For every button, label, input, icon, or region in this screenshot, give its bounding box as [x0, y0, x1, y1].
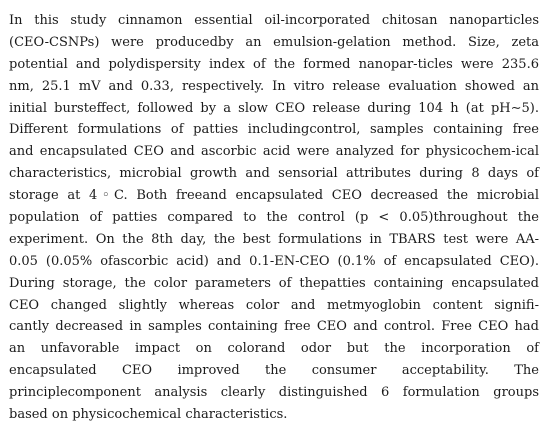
- text-line: an unfavorable impact on colorand odor b…: [9, 341, 539, 357]
- text-line: storage at 4◦C. Both freeand encapsulate…: [9, 188, 539, 204]
- text-line: characteristics, microbial growth and se…: [9, 166, 539, 182]
- text-line: encapsulated CEO improved the consumer a…: [9, 363, 539, 379]
- text-line: initial bursteffect, followed by a slow …: [9, 100, 539, 116]
- text-line: Different formulations of patties includ…: [9, 122, 539, 138]
- text-line: During storage, the color parameters of …: [9, 275, 539, 291]
- abstract-paragraph: In this study cinnamon essential oil-inc…: [9, 10, 539, 426]
- text-line: based on physicochemical characteristics…: [9, 407, 288, 423]
- text-line: (CEO-CSNPs) were producedby an emulsion-…: [9, 34, 539, 50]
- text-line: population of patties compared to the co…: [9, 210, 539, 226]
- text-line: In this study cinnamon essential oil-inc…: [9, 13, 539, 28]
- text-line: experiment. On the 8th day, the best for…: [9, 231, 539, 247]
- text-line: nm, 25.1 mV and 0.33, respectively. In v…: [9, 78, 539, 94]
- text-line: cantly decreased in samples containing f…: [9, 319, 539, 335]
- text-line: CEO changed slightly whereas color and m…: [9, 297, 539, 313]
- text-line: 0.05 (0.05% ofascorbic acid) and 0.1-EN-…: [9, 253, 539, 269]
- text-line: potential and polydispersity index of th…: [9, 56, 539, 72]
- text-line: and encapsulated CEO and ascorbic acid w…: [9, 144, 539, 160]
- text-line: principlecomponent analysis clearly dist…: [9, 385, 539, 401]
